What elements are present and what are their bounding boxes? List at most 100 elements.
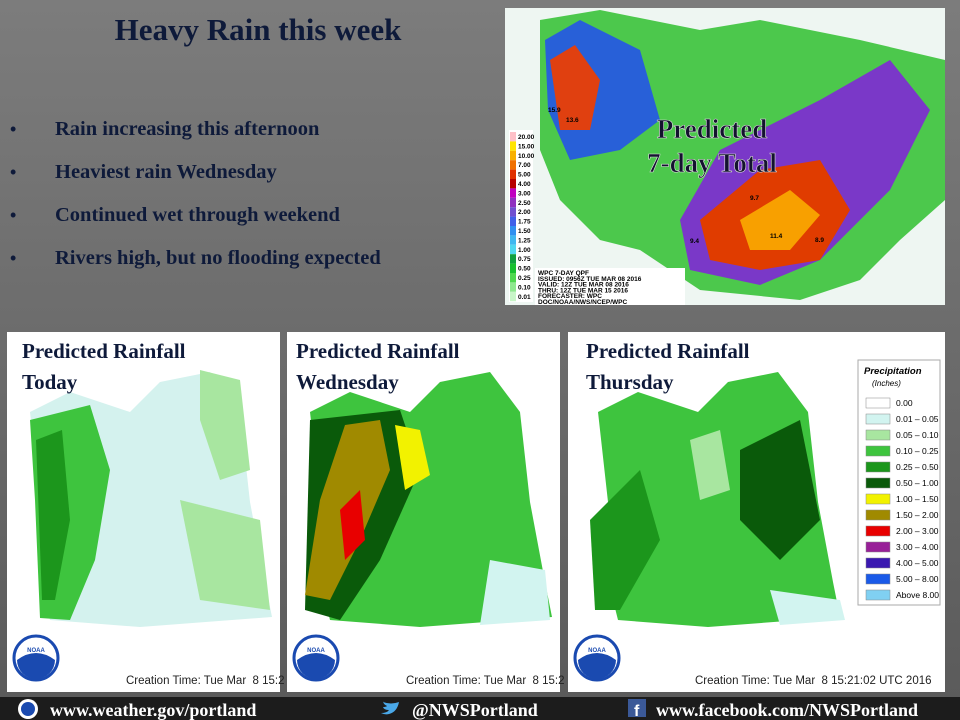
legend-swatch — [865, 525, 891, 537]
precip-area — [340, 490, 365, 560]
amount-label: 13.6 — [566, 117, 579, 124]
panel-title: Predicted Rainfall — [22, 339, 186, 363]
legend-label: 0.10 — [518, 284, 531, 291]
creation-time: Creation Time: Tue Mar 8 15:2 — [406, 675, 565, 687]
amount-label: 9.7 — [750, 195, 759, 202]
footer-website: www.weather.gov/portland — [50, 700, 256, 720]
legend-swatch — [865, 589, 891, 601]
precip-area — [200, 370, 250, 480]
map-label: 7-day Total — [647, 148, 777, 178]
legend-swatch — [510, 273, 516, 283]
legend-swatch — [510, 179, 516, 189]
legend-swatch — [510, 141, 516, 151]
noaa-logo-text: NOAA — [27, 648, 45, 654]
footer-bar — [0, 697, 960, 720]
legend-label: 0.01 — [518, 294, 531, 301]
precip-area — [740, 190, 820, 250]
legend-label: 3.00 – 4.00 — [896, 542, 939, 552]
legend-swatch — [865, 573, 891, 585]
legend-swatch — [510, 263, 516, 273]
panel-title: Today — [22, 370, 78, 394]
legend-label: 1.25 — [518, 237, 531, 244]
noaa-logo-text: NOAA — [588, 648, 606, 654]
legend-label: 20.00 — [518, 134, 535, 141]
legend-swatch — [510, 150, 516, 161]
amount-label: 9.4 — [690, 238, 699, 245]
nws-logo — [21, 702, 35, 716]
precip-area — [395, 425, 430, 490]
facebook-icon — [628, 699, 646, 717]
legend-label: 0.00 — [896, 398, 913, 408]
legend-swatch — [510, 132, 516, 142]
bullet-marker: • — [10, 162, 16, 182]
legend-label: 5.00 — [518, 172, 531, 179]
footer-facebook: www.facebook.com/NWSPortland — [656, 700, 918, 720]
info-line: VALID: 12Z TUE MAR 08 2016 — [538, 282, 629, 289]
legend-label: 7.00 — [518, 162, 531, 169]
legend-swatch — [865, 397, 891, 409]
legend-swatch — [510, 188, 516, 198]
legend-label: 1.75 — [518, 219, 531, 226]
precip-area — [740, 420, 820, 560]
legend-swatch — [865, 445, 891, 457]
twitter-icon — [381, 701, 399, 715]
legend-title: Precipitation — [864, 366, 922, 377]
legend-swatch — [510, 282, 516, 292]
panel-title: Predicted Rainfall — [296, 339, 460, 363]
legend-label: 0.50 – 1.00 — [896, 478, 939, 488]
bullet-marker: • — [10, 248, 16, 268]
panel-title: Predicted Rainfall — [586, 339, 750, 363]
legend-swatch — [510, 226, 516, 236]
info-line: WPC 7-DAY QPF — [538, 270, 589, 277]
legend-label: 0.01 – 0.05 — [896, 414, 939, 424]
panel: Precipitation (Inches) 0.00 0.01 – 0.05 0.… — [568, 332, 945, 692]
legend-label: 2.00 — [518, 209, 531, 216]
bullet-text: Heaviest rain Wednesday — [55, 161, 277, 183]
legend-swatch — [865, 413, 891, 425]
precip-area — [180, 500, 270, 610]
legend: 0.00 0.01 – 0.05 0.05 – 0.10 0.10 – 0.25 0.2… — [865, 397, 939, 601]
legend-units: (Inches) — [872, 379, 901, 388]
legend-label: 15.00 — [518, 143, 535, 150]
legend-swatch — [510, 216, 516, 226]
noaa-logo — [578, 653, 616, 679]
precip-area — [590, 470, 660, 610]
legend-swatch — [510, 244, 516, 255]
legend-swatch — [510, 291, 516, 302]
legend-label: 1.00 – 1.50 — [896, 494, 939, 504]
legend-swatch — [865, 557, 891, 569]
precip-area — [690, 430, 730, 500]
precip-area — [36, 430, 70, 600]
legend-swatch — [510, 207, 516, 217]
legend-swatch — [865, 541, 891, 553]
facebook-icon: f — [634, 703, 640, 720]
panel-text: Predicted Rainfall Today NOAA Creation Time… — [12, 339, 932, 687]
creation-time: Creation Time: Tue Mar 8 15:21:02 UTC 20… — [695, 675, 932, 687]
panel — [7, 332, 280, 692]
amount-label: 11.4 — [770, 233, 783, 240]
legend-swatch — [510, 169, 516, 179]
footer-twitter: @NWSPortland — [412, 700, 538, 720]
legend-label: 2.00 – 3.00 — [896, 526, 939, 536]
panel-title: Wednesday — [296, 370, 399, 394]
bullet-marker: • — [10, 205, 16, 225]
legend-swatch — [865, 493, 891, 505]
bullet-marker: • — [10, 119, 16, 139]
bullet-list: • Rain increasing this afternoon • Heaviest… — [10, 118, 381, 269]
legend-label: 4.00 — [518, 181, 531, 188]
legend-swatch — [510, 197, 516, 208]
legend-label: 4.00 – 5.00 — [896, 558, 939, 568]
amount-labels: 15.9 13.6 9.7 11.4 9.4 8.9 — [548, 107, 824, 245]
legend-label: Above 8.00 — [896, 590, 939, 600]
precip-area — [480, 560, 550, 625]
legend-swatch — [865, 509, 891, 521]
legend-label: 0.25 – 0.50 — [896, 462, 939, 472]
legend-label: 1.50 — [518, 228, 531, 235]
legend-swatch — [510, 254, 516, 264]
amount-label: 15.9 — [548, 107, 561, 114]
info-line: FORECASTER: WPC — [538, 293, 602, 300]
noaa-logo — [17, 653, 55, 679]
